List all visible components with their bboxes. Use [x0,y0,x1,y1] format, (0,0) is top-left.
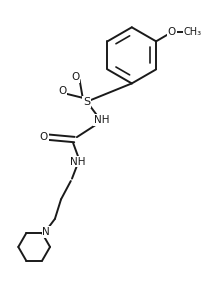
Text: NH: NH [70,156,85,166]
Text: S: S [83,97,90,107]
Text: CH₃: CH₃ [183,27,201,37]
Text: O: O [71,72,79,82]
Text: O: O [40,132,48,142]
Text: N: N [42,227,50,237]
Text: O: O [58,86,66,96]
Text: NH: NH [93,115,109,125]
Text: O: O [167,27,175,37]
